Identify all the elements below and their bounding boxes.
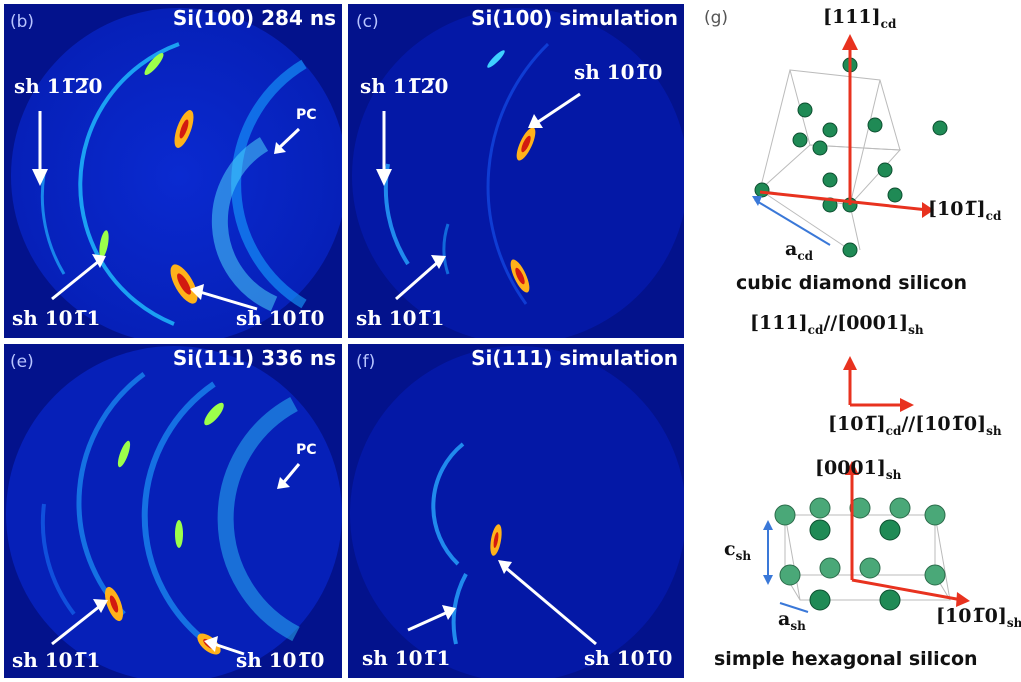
lattice-label-a-sh: ash [778,608,806,633]
panel-c: Si(100) simulation (c) sh 11̅2̅0 sh 101̅… [348,4,684,338]
panel-e: (e) Si(111) 336 ns sh 101̅1 sh 101̅0 PC [4,344,342,678]
panel-label: (b) [10,12,35,32]
panel-title: Si(100) 284 ns [172,6,336,30]
panel-f: (f) Si(111) simulation sh 101̅1 sh 101̅0 [348,344,684,678]
panel-label: (e) [10,352,34,372]
lattice-label-c-sh: csh [724,538,752,563]
lattice-label-a-cd: acd [785,238,814,263]
panel-label: (g) [704,8,729,28]
annotation-sh-10-10: sh 101̅0 [236,306,325,330]
axis-label-sh-10-10: [101̅0]sh [936,605,1021,630]
relation-10-1-10-10: [101̅]cd//[101̅0]sh [828,413,1002,438]
pattern-e [6,346,342,678]
annotation-sh-10-11: sh 101̅1 [12,648,101,672]
annotation-sh-10-11: sh 101̅1 [362,646,451,670]
annotation-sh-11-20: sh 11̅2̅0 [360,74,449,98]
annotation-sh-10-11: sh 101̅1 [12,306,101,330]
axis-label-cd-10-1: [101̅]cd [928,198,1002,223]
panel-g: (g) [700,0,1021,682]
simple-hexagonal-caption: simple hexagonal silicon [714,648,978,670]
axis-label-sh-0001: [0001]sh [815,457,902,482]
axis-label-cd-111: [111]cd [823,6,897,31]
cubic-diamond-caption: cubic diamond silicon [736,272,967,294]
pc-label: PC [296,442,317,458]
panel-label: (c) [356,12,379,32]
annotation-sh-10-10: sh 101̅0 [584,646,673,670]
crystal-diagrams [752,34,970,613]
relation-111-0001: [111]cd//[0001]sh [750,312,924,337]
annotation-sh-10-10: sh 101̅0 [574,60,663,84]
panel-title: Si(100) simulation [471,6,678,30]
panel-b: (b) Si(100) 284 ns sh 11̅2̅0 sh 101̅1 sh… [4,4,342,338]
annotation-sh-11-20: sh 11̅2̅0 [14,74,103,98]
pattern-b [11,8,342,338]
panel-title: Si(111) simulation [471,346,678,370]
panel-label: (f) [356,352,376,372]
pattern-c [352,8,684,338]
pattern-f [350,346,684,678]
panel-title: Si(111) 336 ns [172,346,336,370]
annotation-sh-10-11: sh 101̅1 [356,306,445,330]
annotation-sh-10-10: sh 101̅0 [236,648,325,672]
pc-label: PC [296,107,317,123]
